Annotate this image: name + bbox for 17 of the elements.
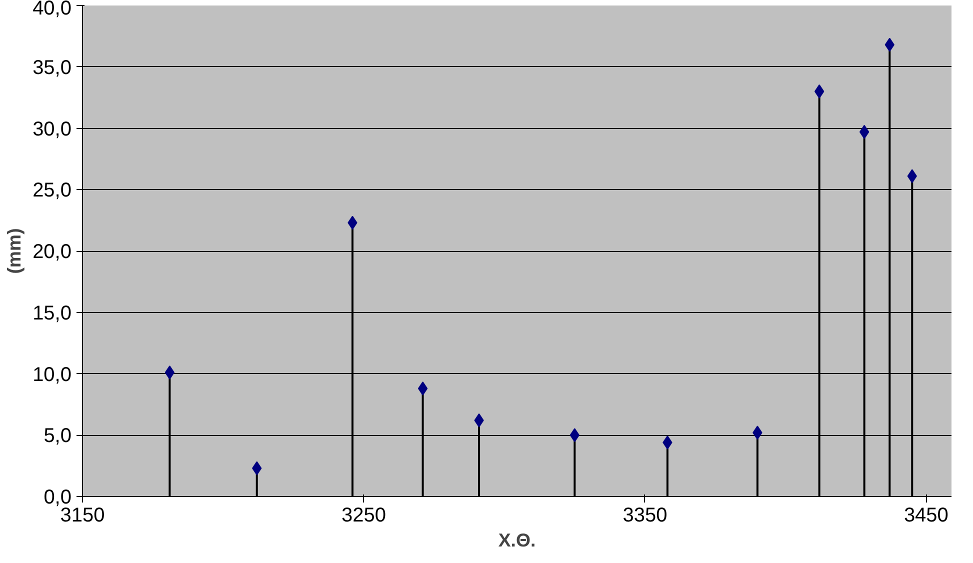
x-tick-label: 3450 <box>904 504 948 526</box>
y-tick-label: 10,0 <box>32 364 72 386</box>
y-tick-label: 35,0 <box>32 56 72 79</box>
point <box>418 381 428 396</box>
y-tick-label: 20,0 <box>32 241 72 263</box>
x-tick-label: 3250 <box>341 504 386 526</box>
y-axis-title: (mm) <box>4 228 25 274</box>
y-tick-label: 40,0 <box>32 0 72 20</box>
x-axis-title: Χ.Θ. <box>498 530 536 550</box>
point <box>814 84 824 98</box>
y-tick-label: 15,0 <box>32 302 72 324</box>
x-tick-label: 3350 <box>622 504 668 526</box>
y-tick-label: 30,0 <box>32 118 72 140</box>
y-tick-label: 25,0 <box>32 180 72 202</box>
y-tick-label: 5,0 <box>44 425 72 448</box>
point <box>859 124 870 139</box>
point <box>164 366 175 380</box>
